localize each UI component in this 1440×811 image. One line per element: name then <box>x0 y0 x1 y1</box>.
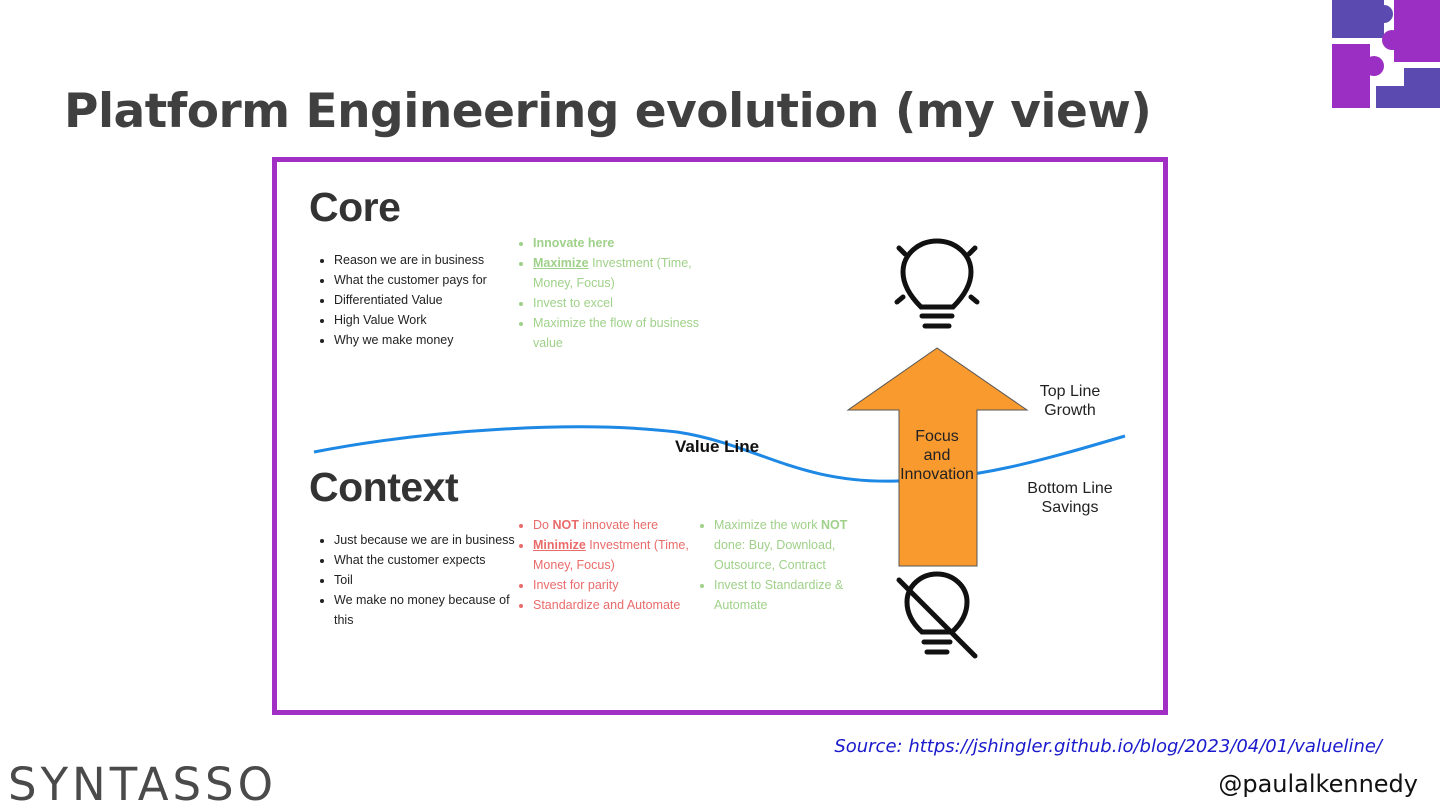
list-item: High Value Work <box>334 310 487 330</box>
slide-title: Platform Engineering evolution (my view) <box>64 84 1152 139</box>
list-item: Invest for parity <box>533 575 708 595</box>
list-item: Invest to excel <box>533 293 713 313</box>
arrow-label: Focus and Innovation <box>900 428 974 483</box>
focus-arrow <box>846 347 1029 567</box>
context-heading: Context <box>309 464 459 510</box>
list-item: Do NOT innovate here <box>533 515 708 535</box>
lightbulb-off-icon <box>896 571 978 659</box>
core-traits: Reason we are in business What the custo… <box>316 250 487 350</box>
bottom-line-savings-label: Bottom Line Savings <box>1027 480 1113 516</box>
list-item: Toil <box>334 570 524 590</box>
brand-logo-text: SYNTASSO <box>8 758 278 811</box>
value-line-diagram: Core Reason we are in business What the … <box>272 157 1168 715</box>
list-item: Standardize and Automate <box>533 595 708 615</box>
author-handle: @paulalkennedy <box>1218 770 1418 798</box>
list-item: Maximize the flow of business value <box>533 313 713 353</box>
source-link[interactable]: Source: https://jshingler.github.io/blog… <box>834 736 1382 757</box>
list-item: Maximize the work NOT done: Buy, Downloa… <box>714 515 864 575</box>
lightbulb-icon <box>894 238 980 329</box>
list-item: Invest to Standardize & Automate <box>714 575 864 615</box>
list-item: Innovate here <box>533 233 713 253</box>
list-item: We make no money because of this <box>334 590 524 630</box>
list-item: Maximize Investment (Time, Money, Focus) <box>533 253 713 293</box>
list-item: Just because we are in business <box>334 530 524 550</box>
list-item: Why we make money <box>334 330 487 350</box>
context-guidance: Do NOT innovate here Minimize Investment… <box>515 515 708 615</box>
core-guidance: Innovate here Maximize Investment (Time,… <box>515 233 713 353</box>
context-traits: Just because we are in business What the… <box>316 530 524 630</box>
context-alt-guidance: Maximize the work NOT done: Buy, Downloa… <box>696 515 864 615</box>
core-heading: Core <box>309 184 401 230</box>
diagram-graphics <box>313 238 1126 659</box>
list-item: Minimize Investment (Time, Money, Focus) <box>533 535 708 575</box>
list-item: Reason we are in business <box>334 250 487 270</box>
list-item: What the customer expects <box>334 550 524 570</box>
top-line-growth-label: Top Line Growth <box>1039 383 1101 419</box>
list-item: Differentiated Value <box>334 290 487 310</box>
list-item: What the customer pays for <box>334 270 487 290</box>
value-line <box>313 425 1126 483</box>
value-line-label: Value Line <box>675 437 760 456</box>
puzzle-pieces-logo <box>1332 0 1440 108</box>
